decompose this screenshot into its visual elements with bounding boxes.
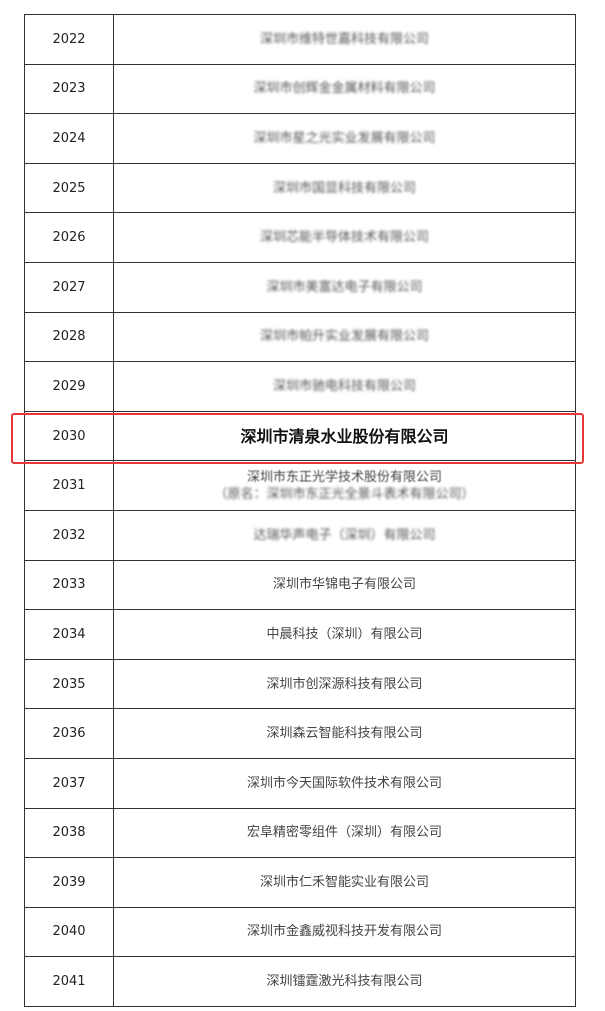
year-cell: 2033 [24, 559, 114, 611]
year-cell: 2027 [24, 261, 114, 313]
company-name: 深圳芯能半导体技术有限公司 [259, 230, 429, 246]
company-name: 深圳市帕升实业发展有限公司 [259, 329, 429, 345]
table-row: 2022 深圳市维特世嘉科技有限公司 [24, 14, 576, 65]
company-name-cell: 深圳市创深源科技有限公司 [113, 658, 576, 710]
company-name-cell: 深圳市创辉金金属材料有限公司 [113, 63, 576, 115]
table-row: 2040 深圳市金鑫威视科技开发有限公司 [24, 906, 576, 958]
year-cell: 2036 [24, 708, 114, 759]
company-name-cell: 深圳市帕升实业发展有限公司 [113, 311, 576, 363]
year-cell: 2022 [24, 14, 114, 65]
company-name-cell: 深圳市驰电科技有限公司 [113, 361, 576, 412]
table-row: 2031 深圳市东正光学技术股份有限公司 （原名：深圳市东正光全景斗表术有限公司） [24, 460, 576, 511]
table-row: 2027 深圳市美富达电子有限公司 [24, 261, 576, 313]
company-name: 深圳镭霆激光科技有限公司 [266, 974, 423, 990]
table-row: 2039 深圳市仁禾智能实业有限公司 [24, 857, 576, 908]
table-row: 2026 深圳芯能半导体技术有限公司 [24, 212, 576, 263]
year-cell: 2040 [24, 906, 114, 958]
year-cell: 2029 [24, 361, 114, 412]
company-name-cell: 深圳镭霆激光科技有限公司 [113, 956, 576, 1007]
company-name-cell: 深圳市清泉水业股份有限公司 [113, 410, 576, 462]
table-row: 2033 深圳市华锦电子有限公司 [24, 559, 576, 611]
company-name: 深圳市驰电科技有限公司 [272, 378, 416, 394]
former-company-name: （原名：深圳市东正光全景斗表术有限公司） [214, 486, 475, 502]
company-name-cell: 深圳市维特世嘉科技有限公司 [113, 14, 576, 65]
year-cell: 2031 [24, 460, 114, 511]
year-cell: 2023 [24, 63, 114, 115]
company-name-cell: 深圳市美富达电子有限公司 [113, 261, 576, 313]
table-row: 2025 深圳市国显科技有限公司 [24, 162, 576, 214]
company-name: 达瑞华声电子（深圳）有限公司 [253, 527, 436, 543]
company-name: 深圳市创深源科技有限公司 [266, 676, 423, 692]
company-name: 深圳森云智能科技有限公司 [266, 726, 423, 742]
company-name-cell: 深圳森云智能科技有限公司 [113, 708, 576, 759]
company-name: 宏阜精密零组件（深圳）有限公司 [246, 825, 442, 841]
company-table: 2022 深圳市维特世嘉科技有限公司 2023 深圳市创辉金金属材料有限公司 2024 深… [24, 14, 576, 1007]
table-row: 2032 达瑞华声电子（深圳）有限公司 [24, 509, 576, 561]
year-cell: 2035 [24, 658, 114, 710]
year-cell: 2039 [24, 857, 114, 908]
year-cell: 2030 [24, 410, 114, 462]
company-name: 深圳市创辉金金属材料有限公司 [253, 81, 436, 97]
company-name-cell: 深圳芯能半导体技术有限公司 [113, 212, 576, 263]
table-row: 2036 深圳森云智能科技有限公司 [24, 708, 576, 759]
year-cell: 2037 [24, 757, 114, 809]
table-row: 2038 宏阜精密零组件（深圳）有限公司 [24, 807, 576, 859]
company-name: 深圳市美富达电子有限公司 [266, 279, 423, 295]
company-name: 中晨科技（深圳）有限公司 [266, 626, 423, 642]
company-name: 深圳市星之光实业发展有限公司 [253, 130, 436, 146]
table-row: 2035 深圳市创深源科技有限公司 [24, 658, 576, 710]
company-name-cell: 深圳市星之光实业发展有限公司 [113, 113, 576, 164]
table-row: 2029 深圳市驰电科技有限公司 [24, 361, 576, 412]
company-name: 深圳市华锦电子有限公司 [272, 577, 416, 593]
table-row: 2037 深圳市今天国际软件技术有限公司 [24, 757, 576, 809]
table-row: 2034 中晨科技（深圳）有限公司 [24, 609, 576, 660]
company-name-cell: 深圳市国显科技有限公司 [113, 162, 576, 214]
table-row: 2024 深圳市星之光实业发展有限公司 [24, 113, 576, 164]
table-row: 2028 深圳市帕升实业发展有限公司 [24, 311, 576, 363]
company-name-cell: 深圳市仁禾智能实业有限公司 [113, 857, 576, 908]
year-cell: 2034 [24, 609, 114, 660]
table-row: 2023 深圳市创辉金金属材料有限公司 [24, 63, 576, 115]
year-cell: 2024 [24, 113, 114, 164]
company-name: 深圳市国显科技有限公司 [272, 180, 416, 196]
year-cell: 2025 [24, 162, 114, 214]
company-name-cell: 宏阜精密零组件（深圳）有限公司 [113, 807, 576, 859]
company-name: 深圳市维特世嘉科技有限公司 [259, 31, 429, 47]
year-cell: 2032 [24, 509, 114, 561]
year-cell: 2041 [24, 956, 114, 1007]
year-cell: 2038 [24, 807, 114, 859]
company-name: 深圳市金鑫威视科技开发有限公司 [246, 924, 442, 940]
year-cell: 2028 [24, 311, 114, 363]
table-row: 2041 深圳镭霆激光科技有限公司 [24, 956, 576, 1007]
table-row: 2030 深圳市清泉水业股份有限公司 [24, 410, 576, 462]
company-name: 深圳市东正光学技术股份有限公司 [246, 469, 442, 485]
company-name-cell: 达瑞华声电子（深圳）有限公司 [113, 509, 576, 561]
company-name: 深圳市今天国际软件技术有限公司 [246, 775, 442, 791]
company-name-cell: 中晨科技（深圳）有限公司 [113, 609, 576, 660]
company-name: 深圳市仁禾智能实业有限公司 [259, 874, 429, 890]
company-name: 深圳市清泉水业股份有限公司 [240, 426, 449, 446]
company-name-cell: 深圳市东正光学技术股份有限公司 （原名：深圳市东正光全景斗表术有限公司） [113, 460, 576, 511]
year-cell: 2026 [24, 212, 114, 263]
company-name-cell: 深圳市华锦电子有限公司 [113, 559, 576, 611]
company-name-cell: 深圳市金鑫威视科技开发有限公司 [113, 906, 576, 958]
company-name-cell: 深圳市今天国际软件技术有限公司 [113, 757, 576, 809]
